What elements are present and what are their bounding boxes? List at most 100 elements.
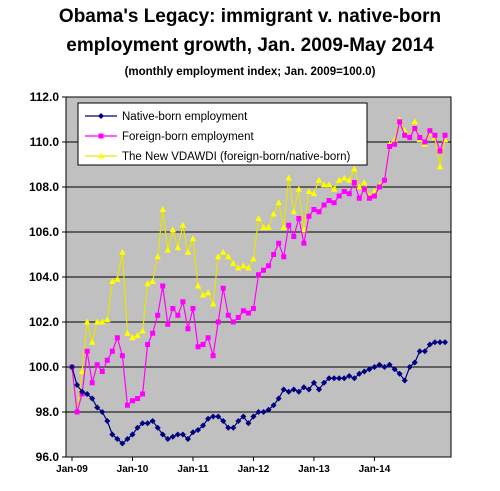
data-point [159,431,166,438]
data-point [94,318,101,325]
data-point [149,278,156,284]
data-point [431,339,438,346]
data-point [301,240,307,246]
data-point [109,278,116,284]
data-point [265,224,272,230]
y-tick-label: 98.0 [36,405,60,419]
data-point [99,369,105,374]
data-point [84,348,90,354]
data-point [351,165,358,172]
data-point [184,436,191,442]
data-point [412,126,418,131]
data-point [139,420,146,427]
data-point [124,329,131,336]
data-point [145,342,151,347]
data-point [94,404,101,411]
data-point [89,395,96,402]
data-point [260,409,267,415]
data-point [321,379,328,386]
data-point [361,186,367,192]
data-point [261,267,267,273]
data-point [346,373,353,379]
data-point [421,348,428,355]
data-point [94,362,100,368]
data-point [230,319,236,325]
data-point [397,119,403,125]
data-point [351,180,357,185]
data-point [74,409,80,415]
data-point [114,275,121,282]
data-point [104,357,110,363]
data-point [79,388,86,395]
data-point [170,306,176,311]
data-point [109,348,115,354]
data-point [174,244,182,251]
data-point [361,368,368,375]
data-point [356,370,363,377]
data-point [154,424,161,431]
data-point [315,386,322,393]
data-point [194,282,202,289]
data-point [215,319,221,325]
data-point [150,330,156,336]
data-point [392,141,398,147]
data-point [179,221,187,228]
data-point [140,391,146,397]
data-point [346,191,352,197]
legend-label: Foreign-born employment [122,131,254,143]
data-point [250,255,257,262]
legend-marker [98,133,104,139]
legend-box [77,102,368,166]
data-point [129,431,136,438]
chart-title-line1: Obama's Legacy: immigrant v. native-born [58,6,442,27]
legend-label: Native-born employment [122,111,248,123]
data-point [316,209,322,215]
data-point [225,253,232,260]
data-point [335,176,343,183]
data-point [104,418,111,424]
x-axis: Jan-09 Jan-10 Jan-11 Jan-12 Jan-13 Jan-14 [56,457,391,475]
y-tick-label: 100.0 [29,360,59,374]
data-point [391,366,398,373]
data-point [119,248,126,255]
data-point [189,429,196,436]
data-point [437,148,443,154]
data-point [114,335,120,341]
data-point [184,248,192,255]
data-point [104,316,111,323]
data-point [351,375,358,382]
y-tick-label: 106.0 [29,225,59,239]
y-tick-label: 110.0 [30,135,60,149]
data-point [74,382,81,388]
data-point [422,139,428,145]
data-point [260,224,267,230]
data-point [169,226,177,233]
legend-label: The New VDAWDI (foreign-born/native-born… [122,151,351,163]
data-point [119,440,126,447]
data-point [295,388,302,395]
data-point [240,308,246,314]
data-point [124,436,131,442]
data-point [276,240,282,246]
data-point [214,253,222,260]
data-point [366,366,373,373]
data-point [240,413,247,420]
data-point [169,433,176,440]
data-point [407,135,413,140]
data-point [310,379,317,386]
data-point [290,208,297,215]
y-tick-label: 104.0 [29,270,59,284]
data-point [190,306,196,311]
data-point [144,280,151,287]
data-point [164,436,171,442]
y-axis: 96.0 98.0 100.0 102.0 104.0 106.0 108.0 110.0 11… [29,90,66,464]
data-point [235,264,242,271]
x-tick-label: Jan-13 [298,464,330,475]
data-point [315,176,323,183]
x-tick-label: Jan-10 [117,464,149,475]
data-point [291,234,297,239]
y-tick-label: 102.0 [29,315,59,329]
data-point [204,289,212,296]
data-point [296,216,302,221]
data-point [271,252,277,257]
